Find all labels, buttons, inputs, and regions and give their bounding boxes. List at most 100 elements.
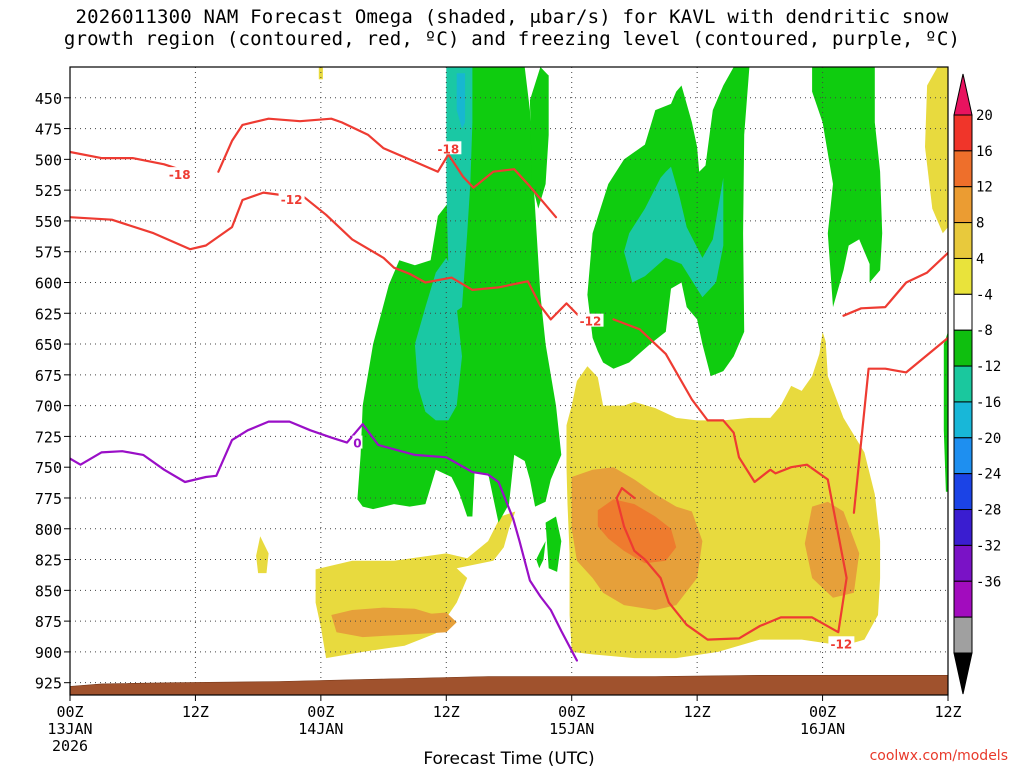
colorbar-swatch-12	[953, 509, 973, 546]
y-tick-label-675: 675	[35, 367, 62, 385]
colorbar-swatch-3	[953, 186, 973, 224]
omega-strong-west-a	[414, 257, 462, 421]
omega-positive-small-a	[256, 536, 269, 574]
omega-negative-small-a	[529, 67, 549, 209]
colorbar-label-8: -16	[976, 395, 1001, 411]
colorbar-label-6: -8	[976, 323, 993, 339]
colorbar-label-1: 16	[976, 144, 993, 160]
x-tick-label-84: 12Z	[934, 703, 961, 721]
y-axis: 450 475 500 525 550 575 600 625 650 675 700 725 750 7…	[35, 90, 70, 693]
y-tick-label-825: 825	[35, 552, 62, 570]
y-tick-label-700: 700	[35, 398, 62, 416]
freezing-contour-label-0: 0	[353, 437, 361, 451]
y-tick-label-900: 900	[35, 644, 62, 662]
freezing-contour-label-0-bg	[352, 435, 363, 449]
y-tick-label-750: 750	[35, 459, 62, 477]
y-tick-label-575: 575	[35, 244, 62, 262]
omega-strongest-west	[456, 73, 466, 129]
credit-text: coolwx.com/models	[869, 748, 1008, 764]
colorbar-label-7: -12	[976, 359, 1001, 375]
colorbar-swatch-1	[953, 114, 973, 152]
x-tick-date-72: 16JAN	[800, 720, 845, 738]
x-tick-label-24: 00Z	[307, 703, 334, 721]
colorbar-label-5: -4	[976, 287, 993, 303]
chart-title-line-1: 2026011300 NAM Forecast Omega (shaded, μ…	[75, 6, 949, 28]
colorbar-swatch-15	[953, 616, 973, 654]
contour-freezing_0	[70, 420, 578, 662]
x-tick-label-72: 00Z	[809, 703, 836, 721]
dgz-contour-label-4: -12	[831, 637, 853, 651]
contour-dgz_-12_c	[612, 318, 848, 641]
colorbar-top-triangle	[953, 73, 973, 116]
x-tick-label-60: 12Z	[684, 703, 711, 721]
colorbar-label-12: -32	[976, 538, 1001, 554]
x-tick-label-12: 12Z	[182, 703, 209, 721]
omega-max-central	[597, 499, 677, 564]
dgz-contour-label-3: -12	[580, 315, 602, 329]
colorbar-swatch-9	[953, 401, 973, 439]
colorbar-label-9: -20	[976, 431, 1001, 447]
omega-positive-far-east	[925, 67, 948, 234]
dgz-contour-label-2-bg	[278, 191, 305, 205]
colorbar-swatch-8	[953, 365, 973, 403]
y-tick-label-775: 775	[35, 490, 62, 508]
dgz-contour-label-3-bg	[577, 313, 604, 327]
omega-negative-east	[812, 67, 883, 308]
colorbar-swatch-2	[953, 150, 973, 188]
dgz-contour-label-2: -12	[281, 193, 303, 207]
x-tick-label-0: 00Z	[56, 703, 83, 721]
x-axis-label: Forecast Time (UTC)	[423, 749, 594, 768]
colorbar-swatch-6	[953, 293, 973, 331]
contour-dgz_-12_b	[298, 192, 584, 321]
dgz-contour-label-0: -18	[169, 168, 191, 182]
colorbar-swatch-5	[953, 257, 973, 295]
colorbar-swatch-7	[953, 329, 973, 367]
colorbar-swatch-14	[953, 580, 973, 618]
colorbar-label-0: 20	[976, 108, 993, 124]
contour-dgz_-18_b	[217, 117, 558, 219]
chart-title-line-2: growth region (contoured, red, ºC) and f…	[63, 28, 961, 50]
omega-shading	[256, 67, 948, 659]
colorbar-label-13: -36	[976, 574, 1001, 590]
colorbar-swatch-13	[953, 544, 973, 582]
y-tick-label-725: 725	[35, 428, 62, 446]
colorbar-label-11: -28	[976, 503, 1001, 519]
contour-dgz_-18_a	[70, 150, 184, 172]
chart-title: 2026011300 NAM Forecast Omega (shaded, μ…	[0, 6, 1024, 50]
omega-negative-narrow	[536, 541, 546, 569]
y-tick-label-525: 525	[35, 182, 62, 200]
x-tick-date-48: 15JAN	[549, 720, 594, 738]
terrain-fill	[70, 675, 948, 695]
omega-negative-edge	[943, 331, 948, 492]
colorbar-label-2: 12	[976, 180, 993, 196]
contour-dgz_-12_a	[70, 191, 284, 251]
colorbar-swatch-10	[953, 437, 973, 475]
dgz-contour-label-4-bg	[828, 636, 855, 650]
x-tick-year-0: 2026	[52, 737, 88, 755]
contour-dgz_-12_d	[842, 251, 948, 317]
colorbar-bottom-triangle	[953, 652, 973, 695]
contour-lines	[70, 117, 948, 662]
y-tick-label-650: 650	[35, 336, 62, 354]
colorbar-swatch-11	[953, 473, 973, 511]
dgz-contour-label-1-bg	[435, 141, 462, 155]
y-tick-label-850: 850	[35, 582, 62, 600]
x-tick-date-0: 13JAN	[47, 720, 92, 738]
x-tick-label-48: 00Z	[558, 703, 585, 721]
dgz-contour-label-0-bg	[166, 167, 193, 181]
colorbar-label-3: 8	[976, 216, 984, 232]
colorbar: 20 16 12 8 4 -4 -8 -12 -16 -20 -24 -28 -32 -36	[953, 73, 1001, 695]
x-tick-date-24: 14JAN	[298, 720, 343, 738]
y-tick-label-800: 800	[35, 521, 62, 539]
y-tick-label-475: 475	[35, 121, 62, 139]
terrain-surface	[70, 675, 948, 695]
y-tick-label-550: 550	[35, 213, 62, 231]
x-tick-label-36: 12Z	[433, 703, 460, 721]
contour-dgz_-12_e	[852, 336, 948, 514]
omega-moderate-west-b	[388, 612, 457, 628]
contour-labels: -18 -18 -12 -12 -12 0	[166, 141, 855, 651]
omega-strong-mid	[624, 166, 724, 298]
y-tick-label-600: 600	[35, 274, 62, 292]
